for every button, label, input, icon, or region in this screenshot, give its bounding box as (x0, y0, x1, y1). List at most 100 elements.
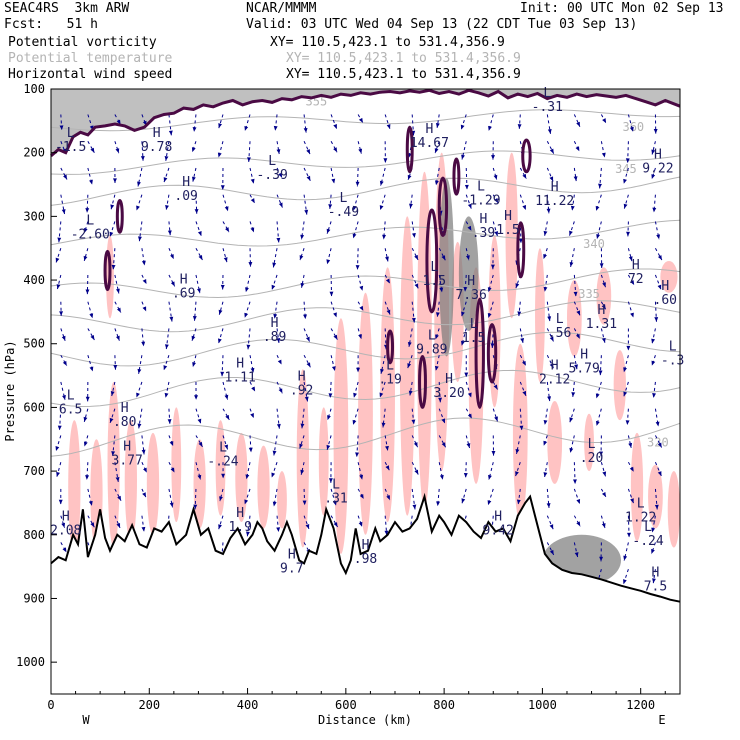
wind-vector-head-161 (302, 500, 307, 506)
wind-vector-head-370 (652, 393, 657, 398)
pv-strong-contour-0 (103, 249, 112, 292)
wind-vector-head-331 (601, 304, 606, 310)
wind-vector-head-263 (494, 231, 499, 237)
wind-vector-head-233 (441, 255, 446, 261)
wind-vector-head-234 (439, 287, 444, 293)
wind-vector-head-269 (493, 384, 498, 390)
y-tick-label-4: 500 (23, 337, 45, 351)
wind-vector-21 (83, 221, 89, 234)
wind-vector-head-23 (83, 255, 88, 261)
wind-vector-head-353 (625, 420, 630, 425)
wind-vector-head-259 (488, 125, 492, 131)
wind-vector-290 (546, 140, 555, 154)
wind-vector-220 (407, 355, 413, 369)
wind-vector-head-377 (652, 578, 656, 584)
wind-vector-25 (87, 328, 95, 341)
wind-vector-head-129 (244, 499, 249, 505)
wind-vector-head-160 (300, 469, 305, 475)
wind-vector-head-122 (244, 312, 249, 318)
wind-vector-head-78 (167, 419, 172, 424)
wind-vector-head-143 (272, 450, 277, 456)
wind-vector-head-343 (625, 158, 630, 163)
hl-letter-10: L (86, 213, 94, 228)
wind-vector-2 (60, 167, 68, 180)
wind-vector-head-77 (164, 392, 169, 398)
wind-vector-head-306 (549, 549, 554, 555)
hl-letter-26: L (386, 358, 394, 373)
wind-vector-161 (303, 515, 310, 530)
pv-positive-region-25 (535, 248, 545, 382)
wind-vector-head-99 (217, 152, 222, 158)
wind-vector-head-6 (55, 257, 60, 263)
theta-label-3: 335 (578, 287, 600, 301)
wind-vector-head-238 (438, 397, 443, 403)
wind-vector-head-124 (250, 367, 255, 373)
hl-letter-21: L (556, 312, 564, 327)
wind-vector-head-171 (333, 312, 337, 318)
wind-vector-108 (222, 408, 230, 421)
wind-vector-head-13 (55, 446, 60, 452)
wind-vector-head-24 (85, 289, 90, 295)
wind-vector-head-158 (300, 423, 305, 429)
wind-vector-head-308 (575, 146, 580, 152)
wind-vector-head-136 (272, 262, 277, 268)
wind-vector-head-334 (595, 393, 600, 399)
wind-vector-head-64 (143, 467, 147, 473)
hl-value-5: -.39 (256, 168, 287, 183)
wind-vector-294 (543, 248, 548, 260)
wind-vector-head-317 (571, 392, 576, 397)
wind-vector-head-91 (191, 335, 196, 341)
hl-letter-17: H (661, 279, 669, 294)
wind-vector-head-50 (116, 522, 121, 528)
wind-vector-298 (546, 354, 554, 369)
wind-vector-head-336 (599, 451, 604, 457)
wind-vector-head-166 (331, 178, 336, 184)
pv-positive-region-13 (318, 407, 329, 516)
wind-vector-head-319 (569, 447, 574, 453)
wind-vector-head-220 (407, 342, 412, 347)
wind-vector-head-297 (547, 316, 552, 322)
wind-vector-head-209 (385, 465, 390, 471)
wind-vector-152 (301, 274, 305, 288)
y-tick-label-1: 200 (23, 146, 45, 160)
wind-vector-head-106 (218, 338, 222, 344)
wind-vector-head-125 (251, 386, 256, 392)
wind-vector-head-168 (326, 228, 331, 234)
hl-value-26: .19 (378, 372, 401, 387)
wind-vector-head-221 (407, 363, 412, 369)
hl-value-28: 2.12 (539, 372, 570, 387)
wind-vector-head-84 (191, 147, 196, 153)
below-ground-mask (51, 496, 680, 694)
wind-vector-head-261 (493, 174, 498, 180)
wind-vector-301 (543, 435, 548, 446)
hl-letter-28: H (551, 358, 559, 373)
wind-vector-head-196 (386, 124, 391, 130)
wind-vector-head-61 (136, 392, 140, 398)
x-tick-label-1: 200 (138, 698, 160, 712)
wind-vector-head-188 (358, 334, 362, 340)
field-name-theta: Potential temperature (8, 51, 173, 66)
hl-letter-11: H (480, 212, 488, 227)
wind-vector-head-266 (487, 313, 492, 319)
wind-vector-178 (330, 515, 339, 528)
wind-vector-head-303 (543, 472, 548, 478)
x-tick-label-5: 1000 (528, 698, 557, 712)
wind-vector-200 (384, 248, 389, 262)
wind-vector-head-4 (61, 209, 66, 214)
wind-vector-head-240 (441, 442, 446, 448)
wind-vector-head-325 (601, 152, 606, 158)
hl-letter-4: H (654, 148, 662, 163)
wind-vector-253 (465, 408, 473, 419)
wind-vector-head-270 (494, 416, 498, 422)
wind-vector-head-355 (629, 466, 634, 472)
wind-vector-head-102 (225, 227, 230, 233)
wind-vector-head-328 (596, 234, 601, 240)
pv-positive-region-16 (380, 267, 395, 523)
hl-letter-32: H (123, 439, 131, 454)
y-tick-label-7: 800 (23, 528, 45, 542)
hl-letter-20: L (470, 317, 478, 332)
wind-vector-head-294 (543, 230, 548, 236)
wind-vector-head-156 (306, 362, 311, 368)
theta-contour-2 (50, 176, 681, 206)
wind-vector-head-42 (116, 307, 121, 313)
